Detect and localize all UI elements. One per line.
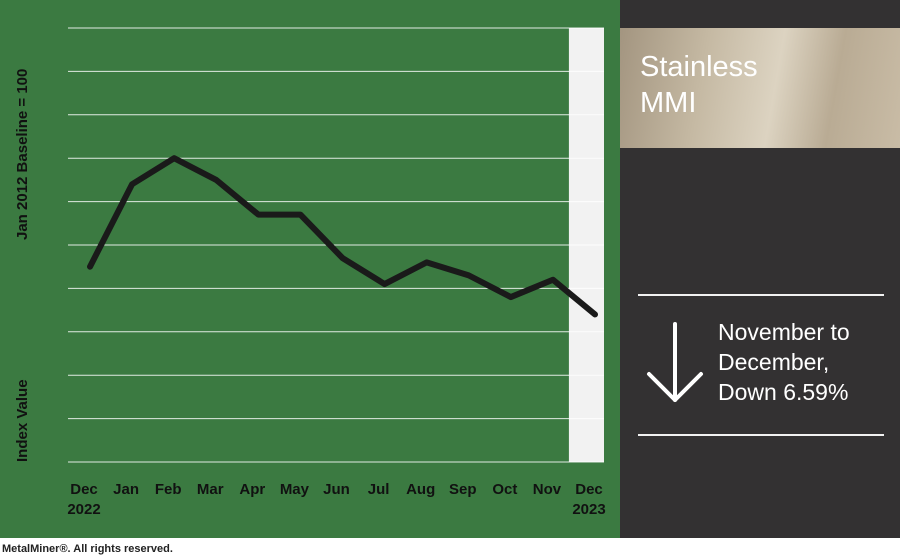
chart-title-line-2: MMI (640, 87, 697, 119)
data-point-dec-2023 (594, 313, 596, 315)
down-arrow-icon (647, 322, 703, 402)
data-point-sep (468, 274, 470, 276)
data-point-oct (510, 296, 512, 298)
x-tick-label-aug: Aug (406, 481, 435, 498)
x-tick-label-apr: Apr (239, 481, 265, 498)
chart-panel (0, 0, 620, 538)
data-point-jun (342, 257, 343, 259)
x-tick-label-jul: Jul (368, 481, 390, 498)
change-summary: November to December, Down 6.59% (718, 317, 850, 407)
y-axis-label-bottom: Index Value (14, 379, 31, 462)
divider-top (638, 294, 884, 296)
data-point-apr (257, 214, 259, 216)
x-tick-label-dec-2023: Dec 2023 (572, 481, 605, 518)
title-band (620, 28, 900, 148)
change-line-3: Down 6.59% (718, 379, 849, 405)
chart-title-line-1: Stainless (640, 51, 758, 83)
x-tick-label-nov: Nov (533, 481, 562, 498)
data-point-feb (173, 157, 175, 159)
x-tick-label-sep: Sep (449, 481, 477, 498)
data-point-jan (131, 183, 133, 185)
data-point-aug (426, 261, 428, 263)
divider-bottom (638, 434, 884, 436)
data-point-may (299, 214, 301, 216)
data-point-dec-2022 (89, 266, 91, 268)
change-line-1: November to (718, 319, 850, 345)
x-tick-label-may: May (280, 481, 310, 498)
x-tick-label-feb: Feb (155, 481, 182, 498)
data-point-mar (215, 179, 217, 181)
line-chart: Dec 2022 Jan Feb Mar Apr May Jun Jul Aug Sep Oct Nov… (67, 27, 606, 518)
data-point-nov (552, 279, 554, 281)
x-tick-label-jan: Jan (113, 481, 139, 498)
x-tick-label-oct: Oct (492, 481, 517, 498)
y-axis-label-top: Jan 2012 Baseline = 100 (14, 68, 31, 240)
x-tick-label-dec-2022: Dec 2022 (67, 481, 100, 518)
series-line (87, 155, 598, 318)
x-tick-label-jun: Jun (323, 481, 350, 498)
x-tick-label-mar: Mar (197, 481, 224, 498)
data-point-jul (384, 283, 386, 285)
copyright-footer: MetalMiner®. All rights reserved. (2, 543, 173, 555)
chart-title: Stainless MMI (640, 49, 758, 121)
change-line-2: December, (718, 349, 830, 375)
